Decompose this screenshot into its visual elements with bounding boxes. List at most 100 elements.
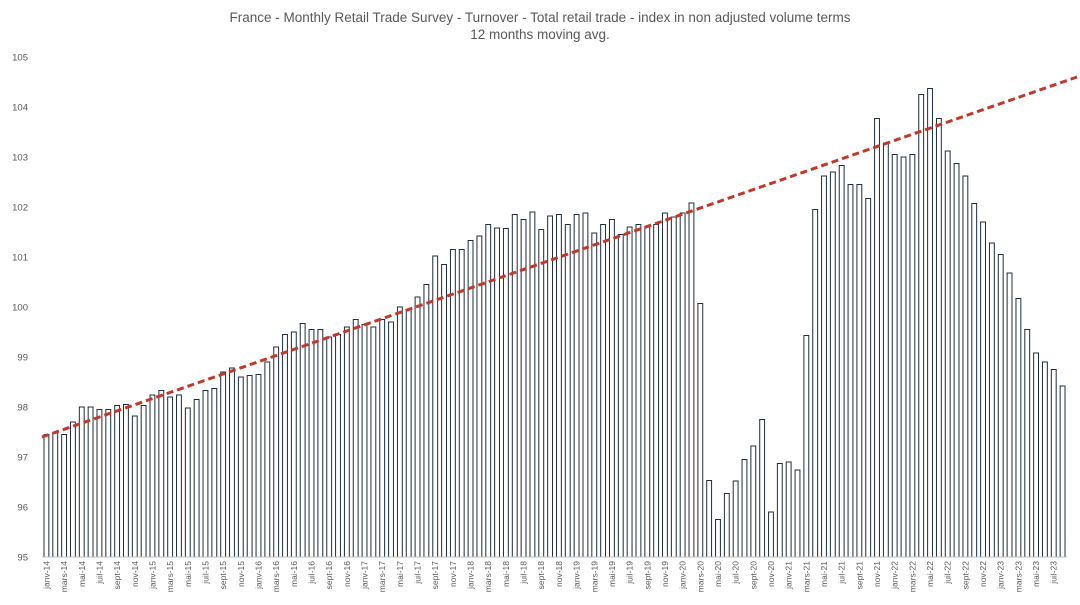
bar — [635, 224, 642, 558]
x-tick-label: mai-14 — [77, 561, 87, 587]
y-tick-label: 97 — [17, 453, 28, 464]
x-tick-label: nov-17 — [448, 561, 458, 587]
bar — [971, 203, 978, 558]
bar — [458, 249, 465, 558]
bar — [865, 198, 872, 558]
x-tick-label: janv-16 — [253, 561, 263, 590]
bar — [352, 319, 359, 558]
bar — [70, 421, 76, 558]
x-tick-label: nov-18 — [554, 561, 564, 587]
bar — [158, 390, 165, 558]
bar — [891, 154, 898, 558]
bar — [202, 390, 209, 558]
y-tick-label: 99 — [17, 353, 28, 364]
x-tick-label: nov-15 — [236, 561, 246, 587]
bar — [1059, 385, 1066, 558]
bar — [290, 331, 297, 558]
bar — [299, 323, 306, 558]
x-tick-label: sept-15 — [218, 561, 228, 590]
bar — [829, 171, 836, 558]
bar — [662, 212, 668, 558]
x-tick-label: sept-18 — [536, 561, 546, 590]
bar — [697, 303, 704, 558]
bar — [944, 150, 951, 558]
bar — [184, 407, 191, 558]
bar — [573, 214, 580, 558]
bar — [626, 226, 633, 558]
x-tick-label: sept-17 — [430, 561, 440, 590]
bar — [988, 242, 995, 558]
x-tick-label: mars-15 — [165, 561, 175, 592]
bar — [882, 142, 889, 558]
bar — [794, 469, 801, 558]
bar — [909, 154, 916, 558]
chart-subtitle: 12 months moving avg. — [470, 27, 610, 42]
bar — [609, 219, 615, 558]
bar — [768, 511, 774, 558]
bar — [52, 432, 59, 558]
x-tick-label: mars-14 — [59, 561, 69, 592]
bar — [123, 404, 129, 558]
x-tick-label: nov-22 — [978, 561, 988, 587]
trend-line — [41, 75, 1078, 439]
bar — [229, 367, 235, 558]
x-tick-label: juil-19 — [625, 561, 635, 585]
bar — [423, 284, 430, 558]
bar — [706, 480, 713, 558]
bar-series — [43, 88, 1066, 558]
x-tick-label: nov-21 — [872, 561, 882, 587]
x-tick-label: janv-21 — [784, 561, 794, 590]
bar — [785, 461, 792, 558]
x-tick-label: janv-19 — [572, 561, 582, 590]
x-tick-label: janv-17 — [360, 561, 370, 590]
bar — [176, 394, 182, 558]
bar — [396, 306, 403, 558]
bar — [1024, 329, 1031, 558]
y-tick-label: 100 — [12, 303, 28, 314]
bar — [114, 405, 121, 558]
x-tick-label: sept-20 — [748, 561, 758, 590]
x-tick-label: mars-16 — [271, 561, 281, 592]
bar — [379, 319, 386, 558]
x-tick-label: mai-17 — [395, 561, 405, 587]
bar — [335, 334, 341, 558]
x-tick-label: mai-16 — [289, 561, 299, 587]
bar — [211, 388, 218, 558]
bar — [723, 493, 730, 558]
x-tick-label: janv-23 — [996, 561, 1006, 590]
bar — [255, 374, 262, 558]
bar — [1050, 369, 1057, 558]
bar — [1041, 361, 1048, 558]
bar — [432, 255, 439, 558]
bar — [193, 399, 200, 558]
bar — [237, 376, 244, 558]
x-tick-label: juil-21 — [837, 561, 847, 585]
bar — [953, 163, 960, 558]
x-tick-label: sept-22 — [960, 561, 970, 590]
bar — [317, 329, 324, 558]
x-tick-label: mai-21 — [819, 561, 829, 587]
x-tick-label: mars-20 — [695, 561, 705, 592]
x-tick-label: juil-23 — [1049, 561, 1059, 585]
x-tick-label: janv-22 — [890, 561, 900, 590]
bar — [670, 216, 677, 558]
bar — [494, 227, 500, 558]
x-tick-label: nov-14 — [130, 561, 140, 587]
bar — [78, 406, 85, 558]
bar — [582, 212, 589, 558]
bar — [838, 165, 845, 558]
y-tick-label: 98 — [17, 403, 28, 414]
bar — [264, 361, 271, 558]
bar — [61, 434, 68, 558]
bar — [343, 326, 350, 558]
bar — [326, 336, 333, 558]
bar — [759, 419, 766, 558]
bar — [803, 335, 810, 558]
x-tick-label: mars-22 — [907, 561, 917, 592]
x-tick-label: mai-20 — [713, 561, 723, 587]
chart-title: France - Monthly Retail Trade Survey - T… — [229, 10, 851, 25]
bar — [87, 406, 94, 558]
bar — [149, 394, 156, 558]
bar — [600, 224, 607, 558]
